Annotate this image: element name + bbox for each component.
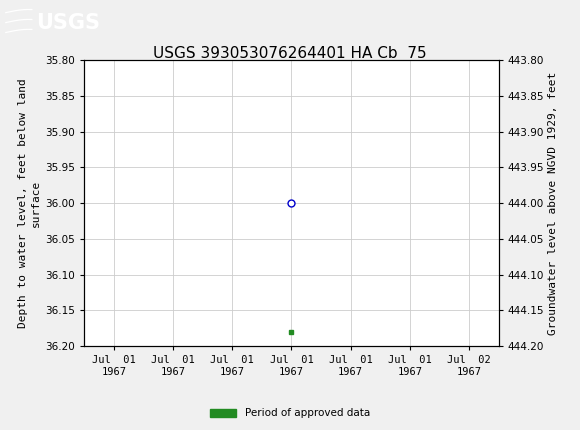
Y-axis label: Groundwater level above NGVD 1929, feet: Groundwater level above NGVD 1929, feet	[549, 71, 559, 335]
Text: USGS 393053076264401 HA Cb  75: USGS 393053076264401 HA Cb 75	[153, 46, 427, 61]
Text: USGS: USGS	[36, 12, 100, 33]
Y-axis label: Depth to water level, feet below land
surface: Depth to water level, feet below land su…	[18, 78, 41, 328]
Legend: Period of approved data: Period of approved data	[206, 404, 374, 423]
